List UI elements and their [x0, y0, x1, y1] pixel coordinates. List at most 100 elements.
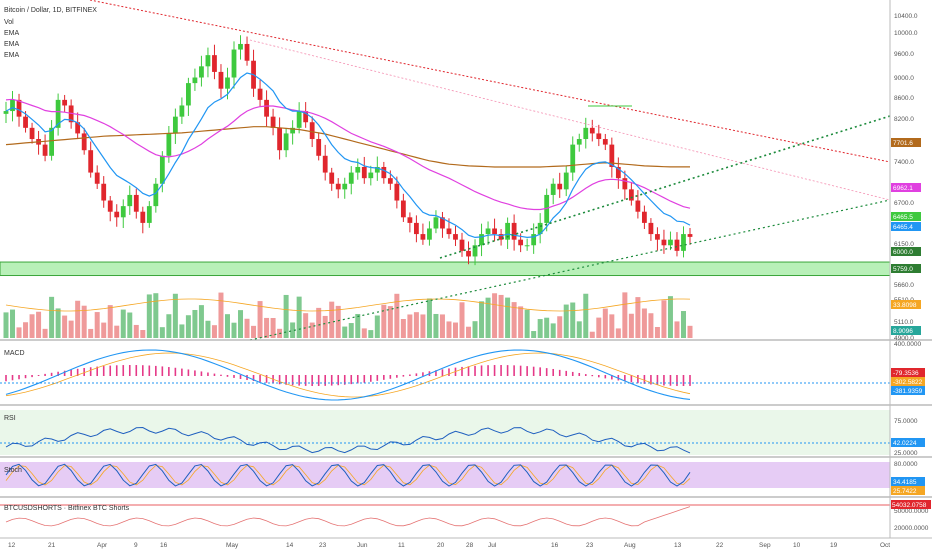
macd-histogram-bar: [226, 375, 229, 377]
macd-histogram-bar: [474, 365, 476, 376]
volume-bar: [394, 293, 400, 338]
macd-histogram-bar: [63, 370, 66, 376]
volume-bar: [466, 326, 472, 338]
volume-bar: [23, 322, 29, 338]
macd-histogram-bar: [181, 368, 183, 376]
volume-bar: [420, 314, 426, 338]
volume-bar: [570, 302, 576, 338]
volume-bar: [511, 302, 517, 338]
price-tag-box: [891, 326, 921, 335]
rsi-tick: 25.0000: [894, 450, 918, 457]
candle: [10, 99, 15, 112]
volume-bar: [609, 314, 615, 338]
candle: [316, 139, 322, 156]
candle: [635, 200, 641, 212]
candle: [283, 133, 289, 151]
macd-histogram-bar: [220, 374, 222, 376]
volume-bar: [231, 322, 237, 338]
rsi-pane[interactable]: [0, 410, 890, 455]
volume-bar: [244, 318, 250, 338]
macd-pane[interactable]: [0, 349, 890, 401]
macd-histogram-bar: [83, 367, 85, 376]
macd-histogram-bar: [682, 375, 685, 386]
trendline-resistance: [89, 0, 891, 163]
candle: [133, 194, 139, 212]
time-tick: 19: [830, 542, 838, 549]
price-tick: 6150.0: [894, 241, 914, 248]
candle: [387, 178, 393, 184]
price-tag-label: 6962.1: [893, 185, 913, 192]
volume-bar: [133, 324, 139, 338]
volume-bar: [524, 309, 530, 338]
rsi-line: [5, 426, 691, 454]
macd-histogram-bar: [643, 375, 646, 384]
price-tick: 10000.0: [894, 30, 918, 37]
volume-bar: [648, 313, 654, 338]
stoch-pane[interactable]: [0, 462, 890, 488]
candle: [303, 111, 309, 123]
volume-bar: [329, 301, 335, 338]
candle: [3, 111, 9, 114]
macd-histogram-bar: [31, 375, 33, 378]
macd-histogram-bar: [128, 365, 131, 376]
volume-bar: [628, 313, 634, 338]
time-tick: May: [226, 542, 239, 549]
macd-histogram-bar: [402, 375, 405, 377]
candle: [192, 77, 198, 84]
shorts-pane[interactable]: [0, 504, 890, 527]
price-tag: 33.8098: [891, 300, 921, 309]
candle: [49, 127, 54, 156]
price-tag-box: [891, 183, 921, 192]
candle: [218, 71, 224, 89]
price-tag-box: [891, 264, 921, 273]
rsi-tag-box: [891, 438, 925, 447]
time-tick: 23: [586, 542, 594, 549]
price-tick: 5110.0: [894, 319, 914, 326]
candle: [81, 133, 87, 151]
macd-histogram-bar: [174, 367, 177, 376]
volume-bar: [485, 297, 491, 338]
volume-bar: [667, 296, 673, 338]
volume-bar: [146, 294, 152, 338]
volume-bar: [296, 296, 302, 338]
volume-bar: [335, 305, 341, 338]
candle: [596, 133, 602, 140]
macd-histogram-bar: [252, 375, 255, 382]
time-tick: 28: [466, 542, 474, 549]
candle: [342, 183, 348, 190]
price-tag: 7701.6: [891, 138, 921, 147]
macd-histogram-bar: [409, 374, 411, 376]
candle: [257, 88, 263, 100]
candle: [127, 194, 133, 207]
price-tag-label: 6465.5: [893, 214, 913, 221]
volume-bar: [368, 330, 374, 338]
macd-histogram-bar: [676, 375, 678, 386]
candle: [576, 139, 582, 145]
macd-histogram-bar: [11, 375, 14, 381]
macd-line: [5, 349, 691, 401]
candle: [505, 222, 510, 240]
volume-bar: [374, 315, 380, 338]
candle: [296, 111, 302, 128]
candle: [628, 189, 634, 201]
volume-bar: [224, 314, 230, 338]
volume-bar: [88, 328, 94, 338]
macd-histogram-bar: [50, 372, 53, 376]
candle: [212, 55, 217, 72]
volume-bar: [94, 312, 100, 338]
volume-bar: [615, 328, 621, 338]
candle: [531, 234, 537, 246]
macd-histogram-bar: [519, 365, 522, 376]
macd-histogram-bar: [330, 375, 333, 386]
time-tick: Aug: [624, 542, 636, 549]
macd-histogram-bar: [552, 368, 554, 376]
indicator-label-ema-1: EMA: [4, 30, 20, 37]
candle: [446, 228, 452, 235]
candle: [479, 234, 484, 246]
price-pane[interactable]: [0, 0, 891, 341]
candle: [498, 234, 504, 240]
macd-histogram-bar: [122, 365, 125, 376]
macd-histogram-bar: [311, 375, 313, 386]
macd-histogram-bar: [265, 375, 268, 383]
